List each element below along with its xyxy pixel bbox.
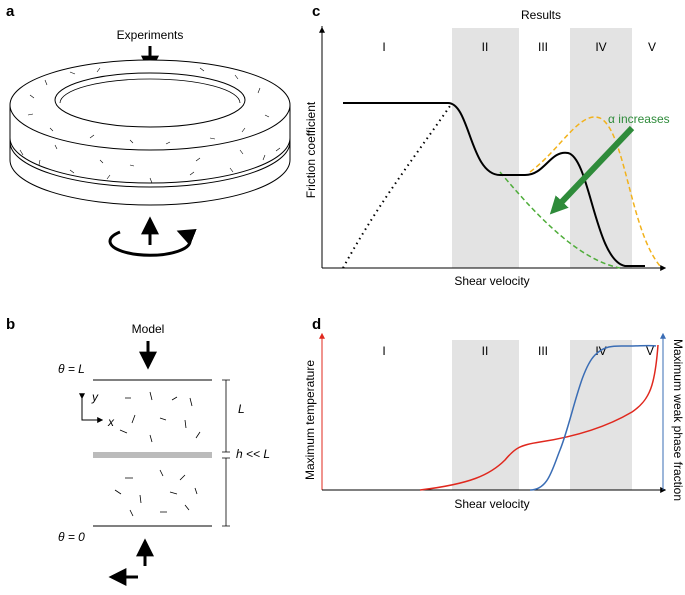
- y-axis-label: Maximum temperature: [303, 360, 317, 480]
- y-axis-label: Friction coefficient: [304, 101, 318, 198]
- axis-label: x: [107, 415, 115, 429]
- axis-label: y: [91, 390, 99, 404]
- boundary-label: θ = L: [58, 362, 85, 376]
- trend-arrow: [549, 125, 635, 215]
- label: Model: [132, 322, 165, 336]
- x-axis-label: Shear velocity: [454, 274, 529, 288]
- panel-letter: a: [6, 3, 15, 20]
- region-band: [570, 28, 632, 268]
- label: Experiments: [117, 28, 184, 42]
- title: Results: [521, 8, 561, 22]
- black-curve: [343, 102, 645, 267]
- panel-letter: c: [312, 3, 320, 20]
- region-label: IV: [595, 344, 606, 358]
- region-band: [570, 340, 632, 490]
- region-label: V: [648, 40, 656, 54]
- x-axis-label: Shear velocity: [454, 497, 529, 511]
- bracket: [222, 379, 230, 527]
- ring-inner: [54, 72, 246, 128]
- panel-a: a Experiments: [6, 3, 291, 257]
- inner-gap: [59, 78, 241, 104]
- region-label: III: [538, 40, 548, 54]
- y2-axis-label: Maximum weak phase fraction: [671, 339, 685, 501]
- weak-phase-curve: [529, 344, 657, 491]
- region-band: [452, 340, 519, 490]
- axes-icon: [79, 393, 104, 423]
- fibers: [114, 391, 201, 517]
- panel-c: c Results I II III IV V Friction coeffic…: [304, 3, 669, 288]
- region-label: III: [538, 344, 548, 358]
- region-label: II: [482, 344, 489, 358]
- dimension-label: h << L: [236, 447, 270, 461]
- fibers: [19, 67, 281, 184]
- panel-letter: d: [312, 316, 321, 333]
- panel-letter: b: [6, 316, 15, 333]
- temperature-curve: [419, 344, 659, 491]
- region-label: II: [482, 40, 489, 54]
- weak-layer: [93, 452, 212, 458]
- ring-gap: [9, 137, 291, 188]
- dotted-curve: [342, 102, 453, 269]
- panel-d: d I II III IV V Maximum temperature Maxi…: [303, 316, 685, 511]
- region-label: I: [382, 344, 385, 358]
- region-band: [452, 28, 519, 268]
- rotation-arrow: [108, 228, 197, 257]
- boundary-label: θ = 0: [58, 530, 85, 544]
- region-label: V: [646, 344, 654, 358]
- panel-b: b Model θ = L θ = 0 y x L h << L: [6, 316, 270, 586]
- region-label: IV: [595, 40, 606, 54]
- dimension-label: L: [238, 402, 245, 416]
- annotation: α increases: [608, 112, 670, 126]
- region-label: I: [382, 40, 385, 54]
